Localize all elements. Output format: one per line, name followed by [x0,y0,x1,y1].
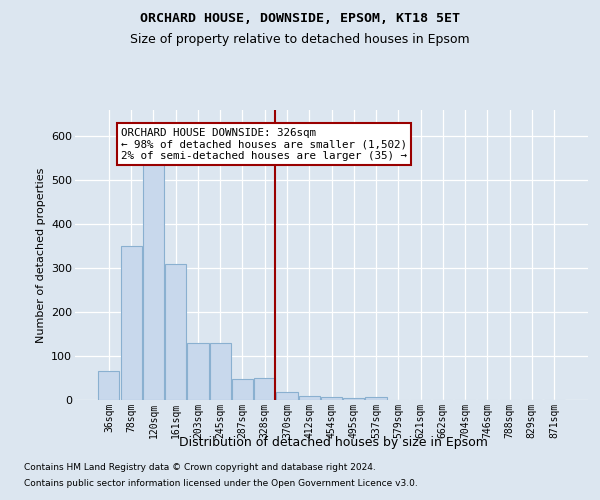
Text: Size of property relative to detached houses in Epsom: Size of property relative to detached ho… [130,32,470,46]
Bar [232,380,253,400]
Bar [143,145,164,400]
Text: ORCHARD HOUSE DOWNSIDE: 326sqm
← 98% of detached houses are smaller (1,502)
2% o: ORCHARD HOUSE DOWNSIDE: 326sqm ← 98% of … [121,128,407,161]
Y-axis label: Number of detached properties: Number of detached properties [35,168,46,342]
Text: Distribution of detached houses by size in Epsom: Distribution of detached houses by size … [179,436,487,449]
Bar [299,396,320,400]
Bar [98,372,119,400]
Bar [187,343,209,400]
Bar [209,343,231,400]
Text: Contains public sector information licensed under the Open Government Licence v3: Contains public sector information licen… [24,478,418,488]
Bar [254,378,275,400]
Bar [121,246,142,400]
Bar [321,397,342,400]
Text: ORCHARD HOUSE, DOWNSIDE, EPSOM, KT18 5ET: ORCHARD HOUSE, DOWNSIDE, EPSOM, KT18 5ET [140,12,460,26]
Bar [343,398,364,400]
Bar [277,392,298,400]
Bar [165,264,186,400]
Bar [365,397,386,400]
Text: Contains HM Land Registry data © Crown copyright and database right 2024.: Contains HM Land Registry data © Crown c… [24,464,376,472]
